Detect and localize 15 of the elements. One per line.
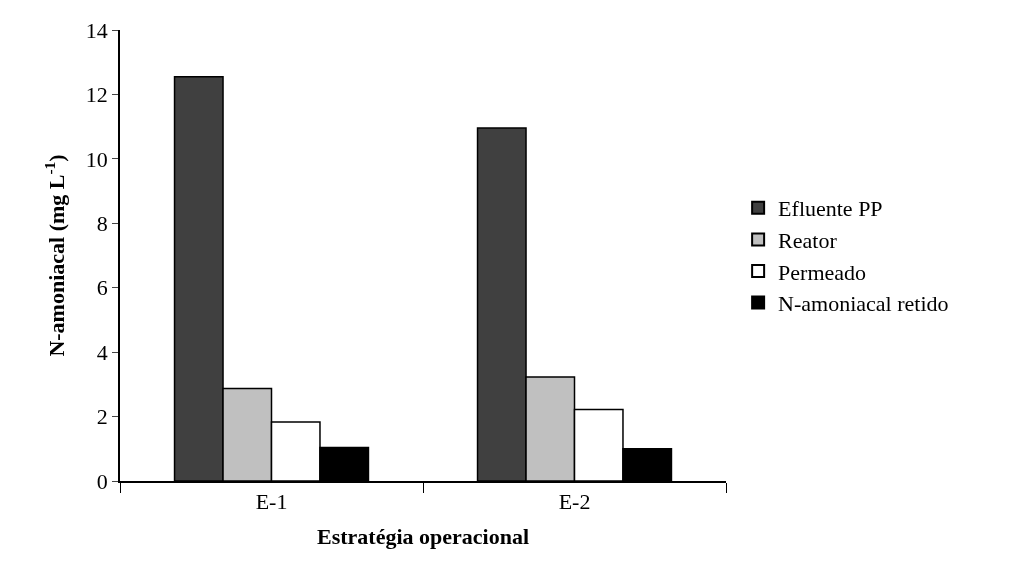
y-tick-label: 0 <box>96 468 108 494</box>
legend-label: Efluente PP <box>778 196 883 222</box>
legend-label: Permeado <box>778 259 867 285</box>
y-tick-label: 4 <box>96 339 108 365</box>
x-tick-label: E-1 <box>255 489 288 515</box>
x-tick-label: E-2 <box>558 489 591 515</box>
y-tick-label: 12 <box>85 82 108 108</box>
legend-label: N-amoniacal retido <box>778 291 949 317</box>
x-axis-title: Estratégia operacional <box>316 523 530 549</box>
y-tick-label: 8 <box>96 210 108 236</box>
legend-label: Reator <box>778 227 838 253</box>
y-tick-label: 14 <box>85 17 108 43</box>
y-tick-label: 10 <box>85 146 108 172</box>
y-tick-label: 6 <box>96 275 108 301</box>
y-tick-label: 2 <box>96 404 108 430</box>
